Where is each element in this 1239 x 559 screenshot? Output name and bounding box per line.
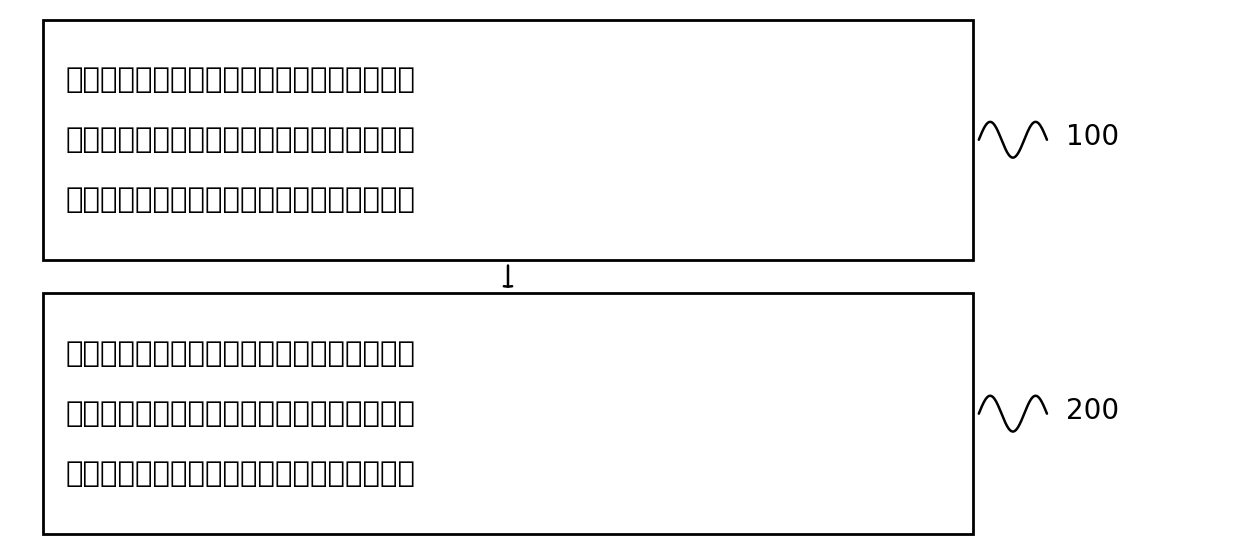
Text: 感器检测加热循环模块中的流量、温度和压力: 感器检测加热循环模块中的流量、温度和压力 xyxy=(66,186,415,214)
Text: 启动增压泵并开启第一出口，通过至少一个流: 启动增压泵并开启第一出口，通过至少一个流 xyxy=(66,65,415,94)
Text: 100: 100 xyxy=(1066,123,1119,151)
Text: 200: 200 xyxy=(1066,397,1119,425)
Text: 启动增压泵并开启第二出口，通过至少一个流: 启动增压泵并开启第二出口，通过至少一个流 xyxy=(66,339,415,368)
Text: 量计、至少一个温度传感器和至少一个压力传: 量计、至少一个温度传感器和至少一个压力传 xyxy=(66,400,415,428)
Text: 量计、至少一个温度传感器和至少一个压力传: 量计、至少一个温度传感器和至少一个压力传 xyxy=(66,126,415,154)
Bar xyxy=(43,20,973,260)
Bar xyxy=(43,293,973,534)
Text: 感器检测散热循环模块中的流量、温度和压力: 感器检测散热循环模块中的流量、温度和压力 xyxy=(66,459,415,488)
